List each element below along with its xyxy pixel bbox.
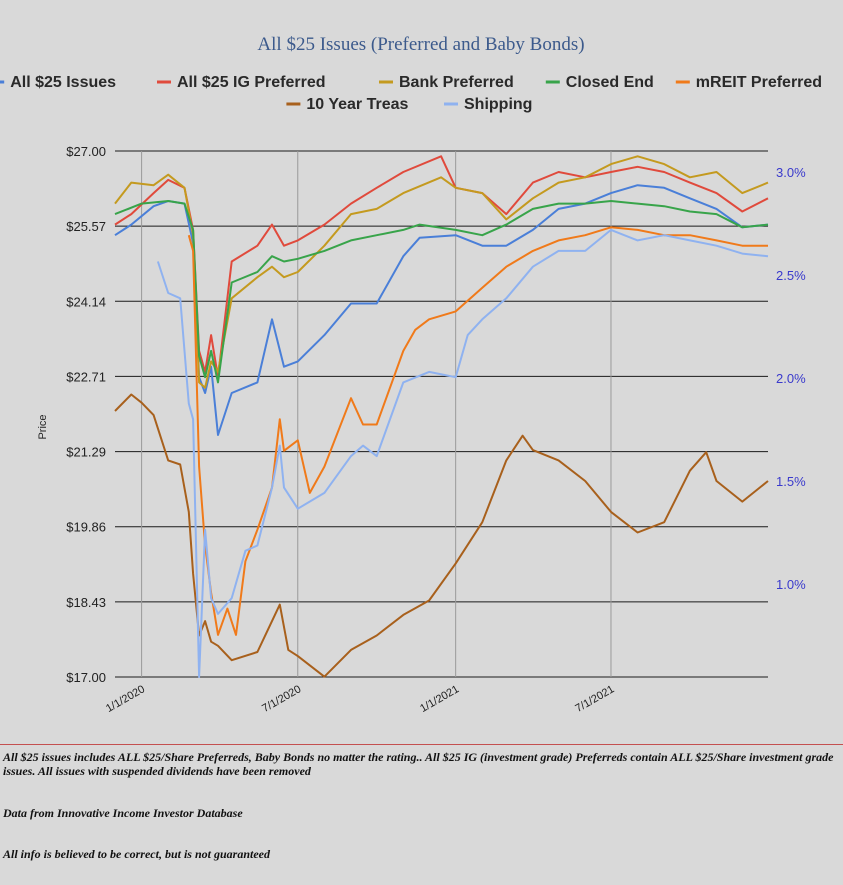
- y-tick-label: $24.14: [66, 294, 106, 309]
- series-line-all-25-issues: [114, 184, 769, 436]
- legend-label-all-25-issues: All $25 Issues: [10, 74, 116, 91]
- y-axis-label: Price: [37, 414, 49, 439]
- note-data-source: Data from Innovative Income Investor Dat…: [3, 806, 243, 820]
- y-right-tick-label: 3.0%: [776, 165, 806, 180]
- y-tick-label: $17.00: [66, 670, 106, 685]
- y-tick-label: $27.00: [66, 144, 106, 159]
- chart: All $25 Issues (Preferred and Baby Bonds…: [0, 34, 822, 715]
- y-tick-label: $18.43: [66, 595, 106, 610]
- x-tick-label: 7/1/2021: [573, 683, 616, 715]
- y-right-tick-label: 1.5%: [776, 474, 806, 489]
- series-line-shipping: [156, 228, 769, 678]
- legend: All $25 Issues All $25 IG Preferred Bank P…: [0, 74, 822, 113]
- legend-label-10-year-treas: 10 Year Treas: [306, 96, 408, 113]
- vertical-grid-lines: [141, 151, 612, 677]
- y-tick-label: $22.71: [66, 369, 106, 384]
- legend-label-closed-end: Closed End: [566, 74, 654, 91]
- legend-label-mreit-preferred: mREIT Preferred: [696, 74, 822, 91]
- series-line-mreit-preferred: [187, 226, 768, 636]
- y-tick-label: $25.57: [66, 219, 106, 234]
- note-disclaimer: All info is believed to be correct, but …: [3, 847, 270, 861]
- legend-label-bank-preferred: Bank Preferred: [399, 74, 514, 91]
- y-tick-label: $19.86: [66, 520, 106, 535]
- y-right-tick-label: 2.0%: [776, 371, 806, 386]
- series-group: [114, 155, 769, 678]
- y-right-tick-label: 2.5%: [776, 268, 806, 283]
- axes: $27.00 $25.57 $24.14 $22.71 $21.29 $19.86 $18.…: [66, 144, 806, 715]
- y-right-tick-label: 1.0%: [776, 577, 806, 592]
- note-definitions: All $25 issues includes ALL $25/Share Pr…: [3, 750, 834, 778]
- legend-label-all-25-ig-preferred: All $25 IG Preferred: [177, 74, 326, 91]
- x-tick-label: 1/1/2020: [104, 683, 147, 715]
- legend-label-shipping: Shipping: [464, 96, 532, 113]
- grid-lines: [115, 150, 768, 678]
- y-tick-label: $21.29: [66, 445, 106, 460]
- x-tick-label: 7/1/2020: [260, 683, 303, 715]
- footer-notes: All $25 issues includes ALL $25/Share Pr…: [0, 744, 843, 885]
- series-line-10-year-treas: [114, 393, 769, 678]
- chart-title: All $25 Issues (Preferred and Baby Bonds…: [257, 34, 584, 55]
- series-line-closed-end: [114, 200, 769, 384]
- x-tick-label: 1/1/2021: [418, 683, 461, 715]
